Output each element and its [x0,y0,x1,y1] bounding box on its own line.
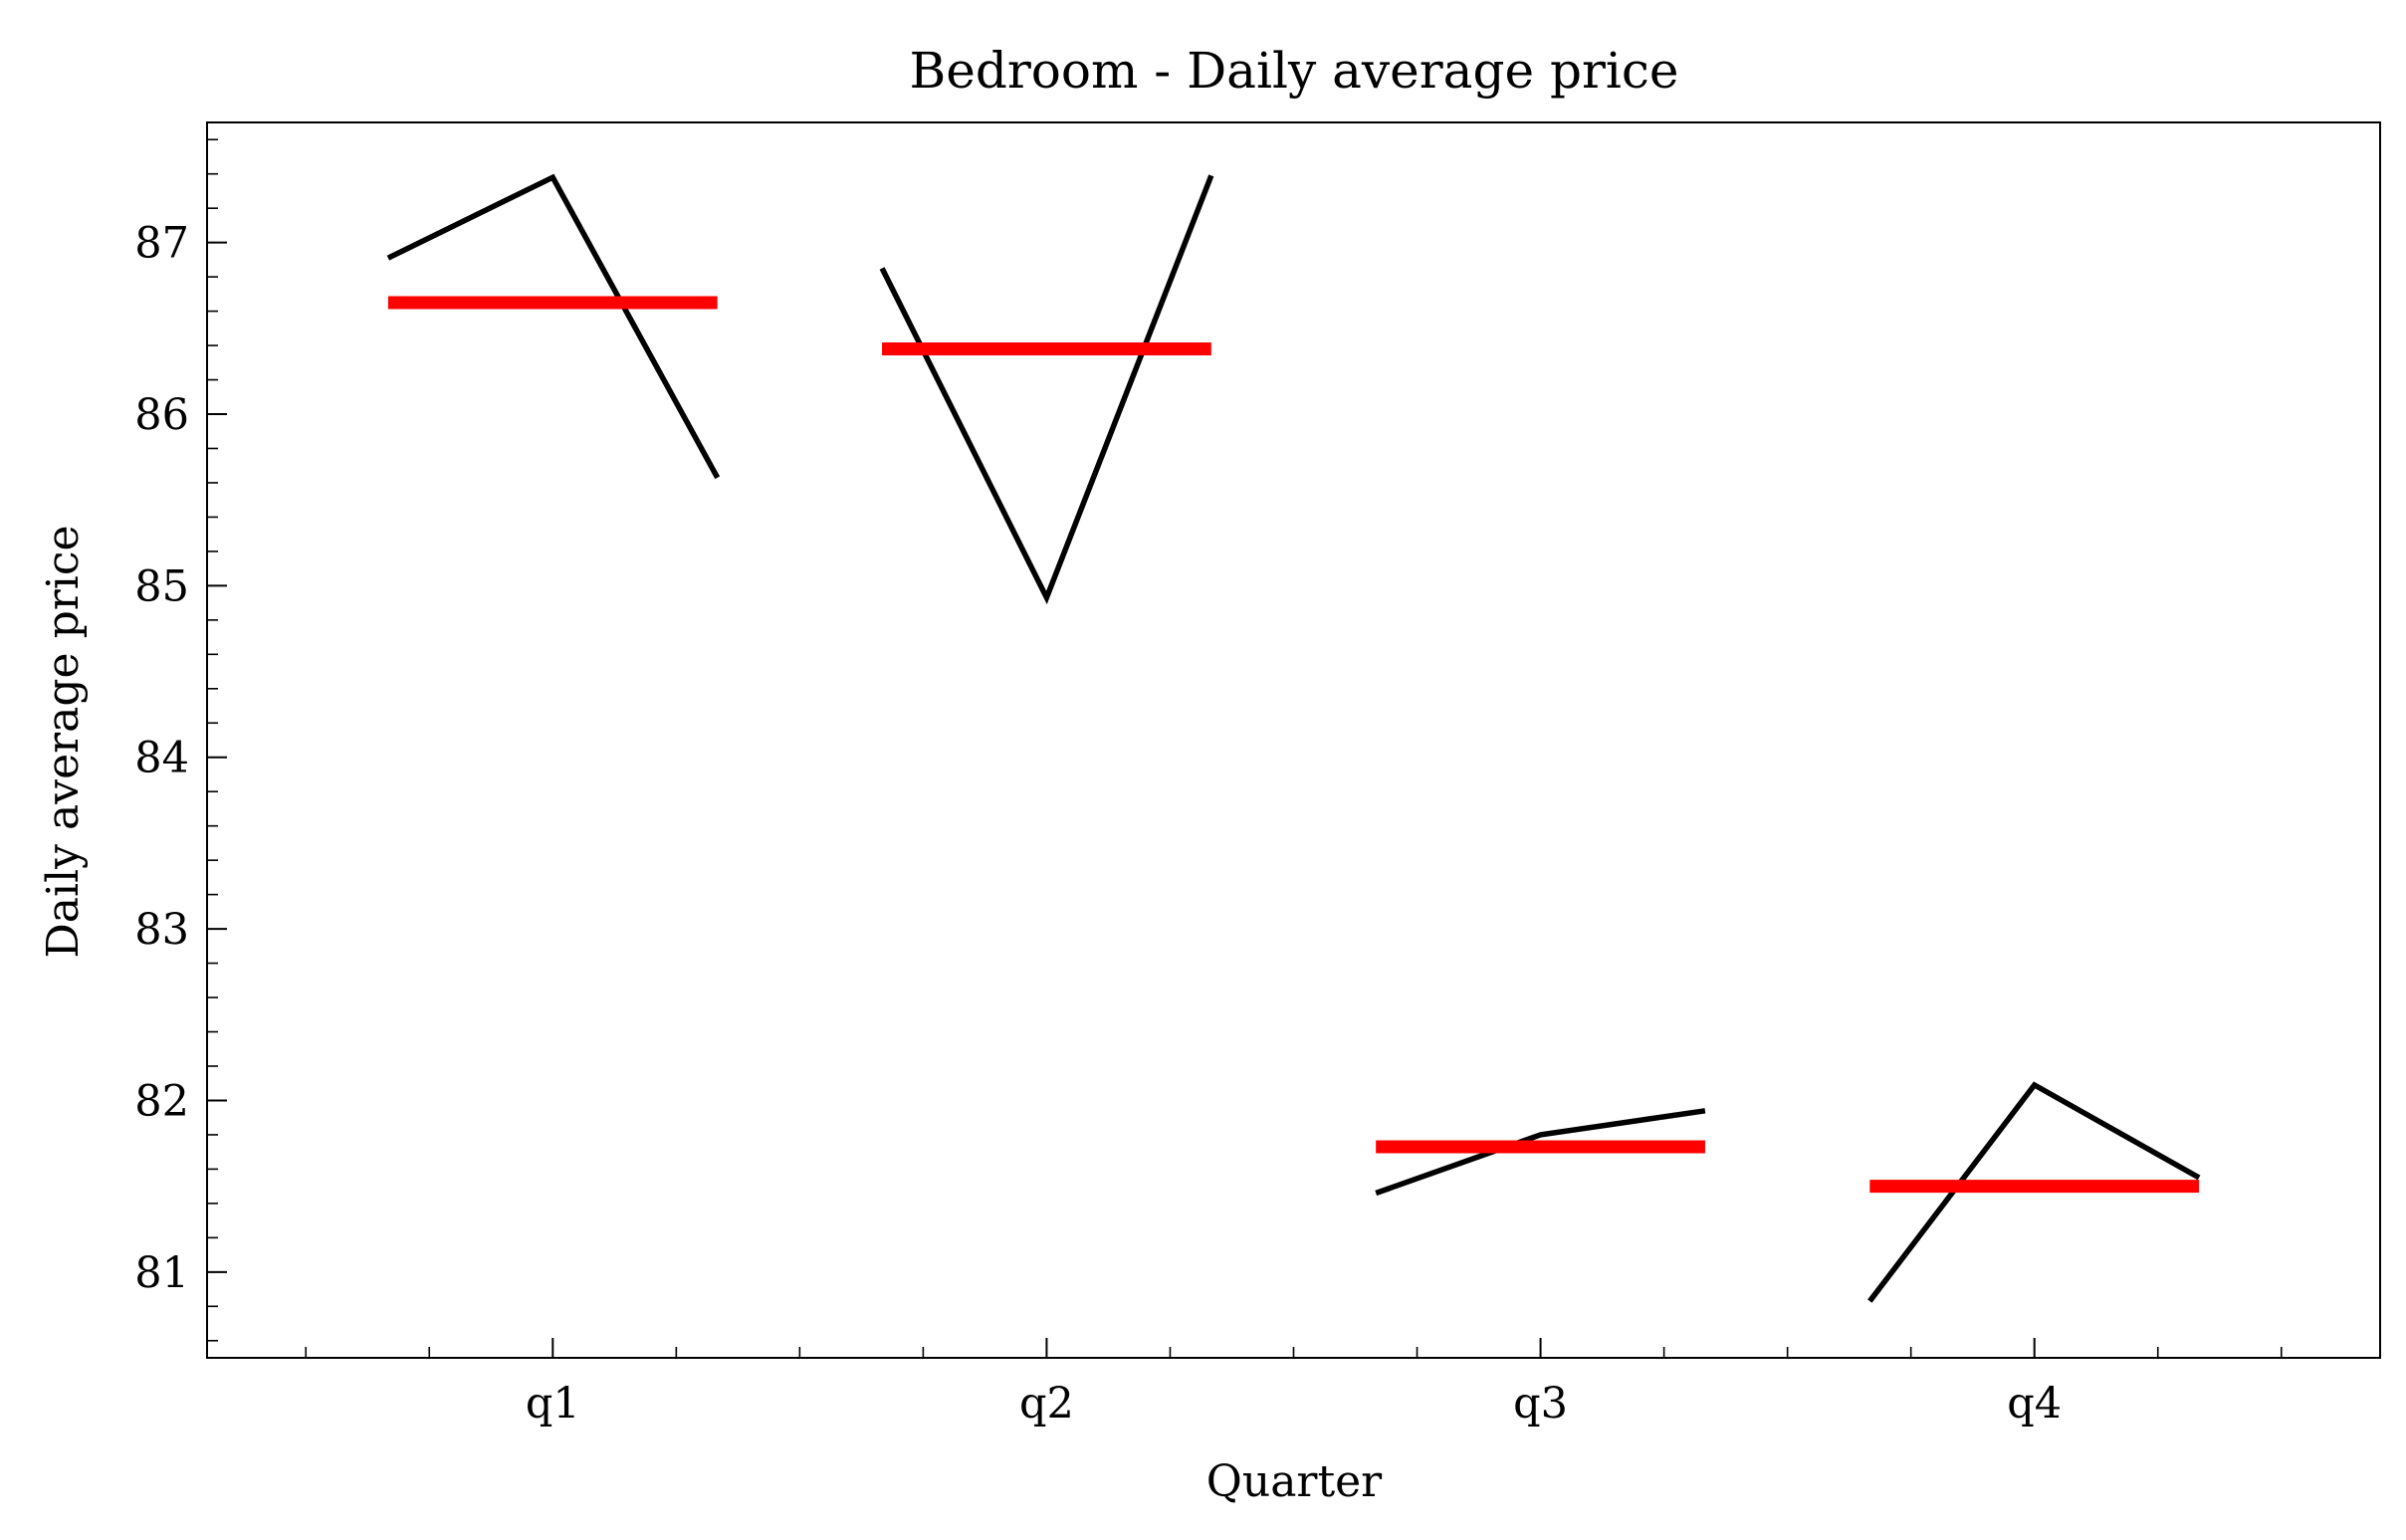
x-tick-label: q1 [526,1379,580,1429]
series-line-q3 [1375,1108,1706,1197]
series-line-q2 [879,174,1214,605]
series-line-q1 [386,173,721,480]
y-tick-label: 82 [134,1076,189,1126]
y-axis-label: Daily average price [38,525,89,958]
series-line-q4 [1867,1081,2201,1303]
plot-area: 81 82 83 84 85 86 87 q1 q2 q3 q4 [134,121,2381,1429]
x-axis-label: Quarter [1206,1456,1383,1507]
chart-title: Bedroom - Daily average price [910,42,1679,100]
y-tick-label: 84 [134,734,189,783]
x-tick-label: q4 [2007,1379,2062,1429]
y-tick-label: 85 [134,561,189,611]
x-tick-label: q2 [1019,1379,1074,1429]
y-tick-label: 86 [134,390,189,440]
y-tick-label: 81 [134,1248,189,1298]
x-tick-label: q3 [1513,1379,1568,1429]
y-tick-label: 83 [134,905,189,955]
y-tick-label: 87 [134,219,189,269]
